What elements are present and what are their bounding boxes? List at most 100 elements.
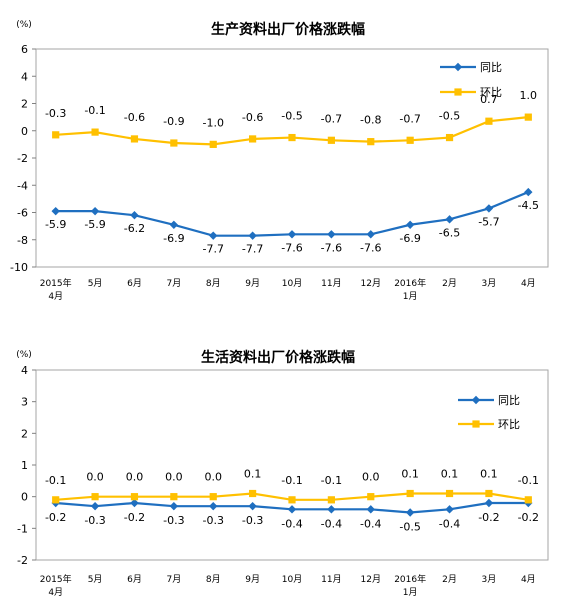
data-label: -0.1 — [518, 474, 539, 487]
x-tick-label: 5月 — [88, 278, 103, 289]
data-point — [209, 231, 218, 240]
x-tick-label: 10月 — [282, 574, 302, 585]
data-label: 0.1 — [441, 468, 459, 481]
data-point — [169, 220, 179, 229]
data-label: -0.4 — [360, 517, 381, 530]
data-point — [248, 231, 257, 240]
x-tick-label: 11月 — [321, 574, 341, 585]
x-tick-label: 12月 — [361, 278, 381, 289]
legend-label: 同比 — [498, 394, 520, 407]
data-label: 0.1 — [401, 468, 419, 481]
data-point — [327, 136, 335, 144]
x-tick-label: 12月 — [361, 574, 381, 585]
data-label: 0.0 — [126, 471, 144, 484]
data-label: 0.1 — [244, 468, 262, 481]
y-tick-label: 0 — [21, 491, 28, 504]
data-point — [287, 505, 297, 514]
legend-marker — [472, 420, 480, 428]
x-tick-label: 4月 — [48, 587, 63, 598]
data-label: -1.0 — [202, 116, 223, 129]
data-point — [130, 211, 139, 220]
data-point — [90, 206, 100, 216]
data-label: -0.7 — [399, 112, 420, 125]
x-tick-label: 7月 — [166, 278, 181, 289]
data-label: -0.3 — [242, 514, 263, 527]
data-label: 0.7 — [480, 93, 498, 106]
x-tick-label: 2月 — [442, 278, 457, 289]
plot-area — [35, 369, 549, 561]
data-label: 1.0 — [520, 89, 538, 102]
y-tick-label: 1 — [21, 459, 28, 472]
series-环比: -0.3 -0.1 -0.6 -0.9 -1.0 -0.6 -0.5 -0.7 -0.8 -0.7… — [45, 89, 537, 148]
data-label: -0.4 — [321, 517, 342, 530]
x-tick-label: 11月 — [321, 278, 341, 289]
legend-entry: 环比 — [440, 86, 502, 99]
data-label: -0.6 — [242, 111, 263, 124]
data-label: 0.0 — [86, 471, 104, 484]
x-tick-label: 10月 — [282, 278, 302, 289]
data-point — [405, 220, 415, 229]
y-tick-label: 0 — [21, 125, 28, 138]
data-label: -0.2 — [518, 511, 539, 524]
x-tick-label: 3月 — [482, 278, 497, 289]
data-label: -5.9 — [84, 218, 105, 231]
data-label: -0.1 — [281, 474, 302, 487]
series-同比: -5.9 -5.9 -6.2 -6.9 -7.7 -7.7 -7.6 -7.6 -7.6 -6.9… — [45, 187, 539, 256]
y-tick-label: -8 — [17, 234, 28, 247]
data-point — [327, 505, 336, 514]
y-unit-label: (%) — [16, 20, 32, 30]
x-tick-label: 6月 — [127, 574, 142, 585]
data-label: -6.5 — [439, 226, 460, 239]
y-tick-label: 2 — [21, 427, 28, 440]
data-label: -7.6 — [360, 241, 381, 254]
data-label: 0.1 — [480, 468, 498, 481]
data-point — [169, 501, 179, 511]
y-tick-label: -1 — [17, 522, 28, 535]
data-point — [484, 498, 494, 508]
y-tick-label: -2 — [17, 152, 28, 165]
x-tick-label: 3月 — [482, 574, 497, 585]
data-label: -0.3 — [163, 514, 184, 527]
data-point — [366, 230, 375, 239]
data-label: -5.9 — [45, 218, 66, 231]
x-tick-label: 2015年 — [40, 573, 72, 585]
data-point — [406, 136, 414, 144]
chart-title: 生活资料出厂价格涨跌幅 — [201, 349, 355, 366]
x-tick-label: 2016年 — [394, 277, 426, 289]
data-point — [405, 508, 415, 517]
data-label: -7.6 — [281, 241, 302, 254]
data-label: -0.6 — [124, 111, 145, 124]
data-point — [445, 505, 454, 514]
data-point — [209, 493, 217, 501]
y-tick-label: 4 — [21, 364, 28, 377]
data-point — [406, 489, 414, 498]
data-label: -0.2 — [478, 511, 499, 524]
data-point — [445, 133, 454, 142]
data-point — [209, 501, 218, 511]
data-label: -0.9 — [163, 115, 184, 128]
legend-label: 同比 — [480, 61, 502, 74]
series-同比: -0.2 -0.3 -0.2 -0.3 -0.3 -0.3 -0.4 -0.4 -0.4 -0.5… — [45, 498, 539, 534]
y-tick-label: -4 — [17, 179, 28, 192]
x-tick-label: 2月 — [442, 574, 457, 585]
data-label: -7.6 — [321, 241, 342, 254]
data-label: -6.9 — [399, 232, 420, 245]
x-tick-label: 7月 — [166, 574, 181, 585]
x-tick-label: 1月 — [403, 587, 418, 598]
x-tick-label: 9月 — [245, 278, 260, 289]
data-point — [367, 493, 375, 501]
data-label: -0.5 — [399, 521, 420, 534]
data-label: -6.2 — [124, 222, 145, 235]
x-tick-label: 2016年 — [394, 573, 426, 585]
data-point — [485, 489, 493, 498]
data-label: -0.4 — [439, 517, 460, 530]
data-point — [445, 215, 454, 224]
legend-marker — [454, 88, 462, 96]
y-tick-label: -10 — [10, 261, 28, 274]
data-point — [287, 230, 297, 239]
data-point — [524, 496, 532, 504]
legend-label: 环比 — [480, 86, 502, 99]
data-label: -0.3 — [45, 107, 66, 120]
data-point — [327, 230, 336, 239]
